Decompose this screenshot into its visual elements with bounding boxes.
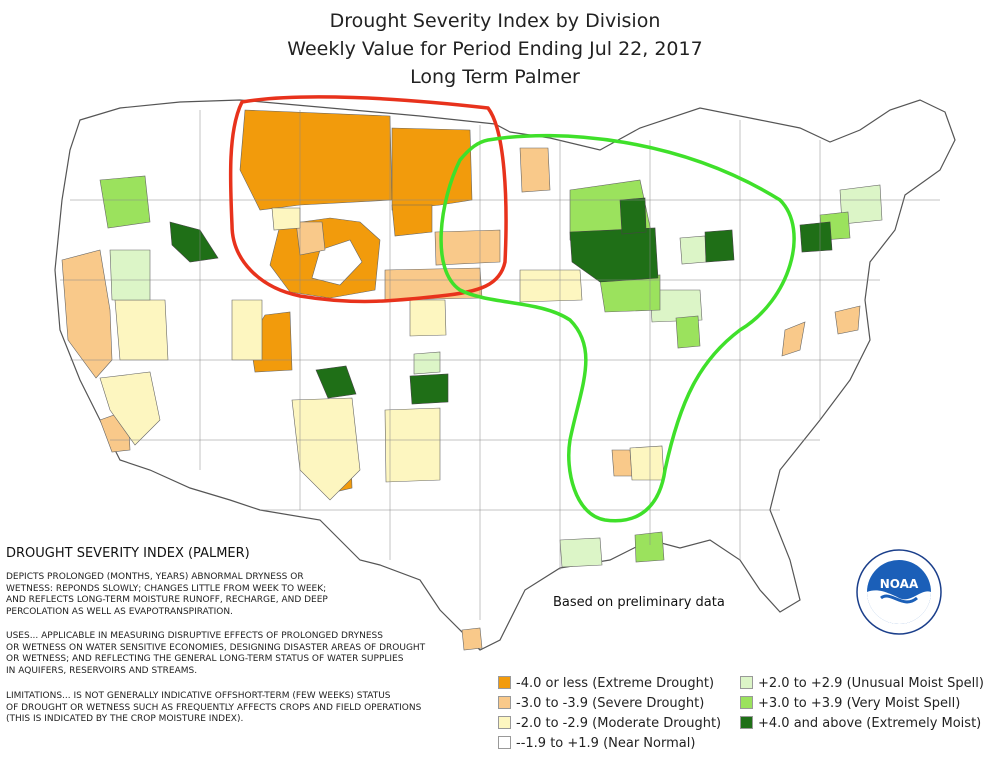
division-lines (60, 110, 940, 620)
map-title-line1: Drought Severity Index by Division (329, 10, 661, 32)
region-severe-ms (611, 449, 633, 477)
legend-swatch (740, 716, 753, 729)
region-severe-mn (519, 147, 551, 193)
legend-label: --1.9 to +1.9 (Near Normal) (516, 736, 696, 751)
legend-swatch (498, 716, 511, 729)
description-line: IN AQUIFERS, RESERVOIRS AND STREAMS. (6, 665, 198, 676)
description-line: PERCOLATION AS WELL AS EVAPOTRANSPIRATIO… (6, 606, 233, 617)
region-moderate-ia (519, 269, 583, 303)
region-moderate-nm (384, 407, 441, 483)
description-line: AND REFLECTS LONG-TERM MOISTURE RUNOFF, … (6, 595, 328, 605)
region-moderate-ca (99, 371, 161, 446)
region-moderate-ms (629, 445, 665, 481)
legend-swatch (498, 676, 511, 689)
legend-label: +3.0 to +3.9 (Very Moist Spell) (758, 696, 961, 711)
description-line: USES... APPLICABLE IN MEASURING DISRUPTI… (6, 631, 383, 641)
map-title-line2: Weekly Value for Period Ending Jul 22, 2… (287, 38, 703, 60)
region-moist-ks (413, 351, 441, 375)
region-moist-or (109, 249, 151, 301)
legend-label: -2.0 to -2.9 (Moderate Drought) (516, 716, 722, 731)
map-title-line3: Long Term Palmer (410, 66, 580, 88)
region-moist-il (649, 289, 703, 323)
legend-label: +4.0 and above (Extremely Moist) (758, 716, 982, 731)
legend-swatch (498, 736, 511, 749)
region-severe-wy (295, 221, 326, 256)
legend-item-moderate-drought: -2.0 to -2.9 (Moderate Drought) (498, 716, 721, 732)
red-outline-annotation (228, 95, 508, 304)
description-line: LIMITATIONS... IS NOT GENERALLY INDICATI… (6, 691, 391, 701)
legend-item-near-normal: --1.9 to +1.9 (Near Normal) (498, 736, 695, 752)
region-xmoist-id (169, 221, 219, 263)
region-moderate-co (409, 299, 447, 337)
region-moist-mi (679, 235, 707, 265)
region-severe-tx (461, 627, 483, 651)
region-xmoist-wi2 (619, 197, 647, 235)
green-outline-annotation (439, 133, 796, 523)
region-vmoist-wa (99, 175, 151, 229)
legend-item-extremely-moist: +4.0 and above (Extremely Moist) (740, 716, 981, 732)
legend-item-unusual-moist: +2.0 to +2.9 (Unusual Moist Spell) (740, 676, 984, 692)
noaa-logo: NOAA (856, 549, 942, 635)
region-severe-va (781, 321, 806, 357)
region-moderate-az (291, 397, 361, 501)
legend-label: +2.0 to +2.9 (Unusual Moist Spell) (758, 676, 984, 691)
region-moderate-nv (114, 299, 169, 361)
legend-label: -4.0 or less (Extreme Drought) (516, 676, 715, 691)
preliminary-data-note: Based on preliminary data (553, 595, 725, 610)
region-moist-la (559, 537, 603, 568)
region-extreme-dakotas (391, 127, 473, 211)
legend-label: -3.0 to -3.9 (Severe Drought) (516, 696, 705, 711)
region-xmoist-mi (704, 229, 735, 263)
region-moderate-ut (231, 299, 263, 361)
noaa-logo-text: NOAA (880, 577, 919, 591)
region-severe-md (834, 305, 861, 335)
legend-swatch (498, 696, 511, 709)
description-line: OF DROUGHT OR WETNESS SUCH AS FREQUENTLY… (6, 702, 422, 713)
description-line: OR WETNESS; AND REFLECTING THE GENERAL L… (6, 654, 404, 664)
legend-item-very-moist: +3.0 to +3.9 (Very Moist Spell) (740, 696, 960, 712)
description-line: DEPICTS PROLONGED (MONTHS, YEARS) ABNORM… (6, 572, 304, 582)
legend-item-extreme-drought: -4.0 or less (Extreme Drought) (498, 676, 714, 692)
region-xmoist-ks (409, 373, 449, 405)
description-para3: LIMITATIONS... IS NOT GENERALLY INDICATI… (6, 691, 436, 726)
legend-swatch (740, 696, 753, 709)
region-vmoist-la (634, 531, 665, 563)
region-extreme-montana (239, 109, 393, 211)
region-moderate-wa (271, 207, 301, 231)
legend-item-severe-drought: -3.0 to -3.9 (Severe Drought) (498, 696, 704, 712)
description-heading: DROUGHT SEVERITY INDEX (PALMER) (6, 546, 250, 561)
region-extreme-sd (391, 204, 433, 237)
description-line: WETNESS: REPONDS SLOWLY; CHANGES LITTLE … (6, 583, 327, 594)
description-line: (THIS IS INDICATED BY THE CROP MOISTURE … (6, 714, 244, 724)
description-para2: USES... APPLICABLE IN MEASURING DISRUPTI… (6, 631, 436, 677)
description-para1: DEPICTS PROLONGED (MONTHS, YEARS) ABNORM… (6, 572, 436, 618)
description-line: OR WETNESS ON WATER SENSITIVE ECONOMIES,… (6, 642, 426, 653)
legend-swatch (740, 676, 753, 689)
region-severe-sd2 (434, 229, 501, 266)
region-white-wyoming (311, 239, 363, 286)
region-vmoist-in (675, 315, 701, 349)
region-xmoist-ne (799, 221, 833, 253)
region-xmoist-co (315, 365, 357, 399)
